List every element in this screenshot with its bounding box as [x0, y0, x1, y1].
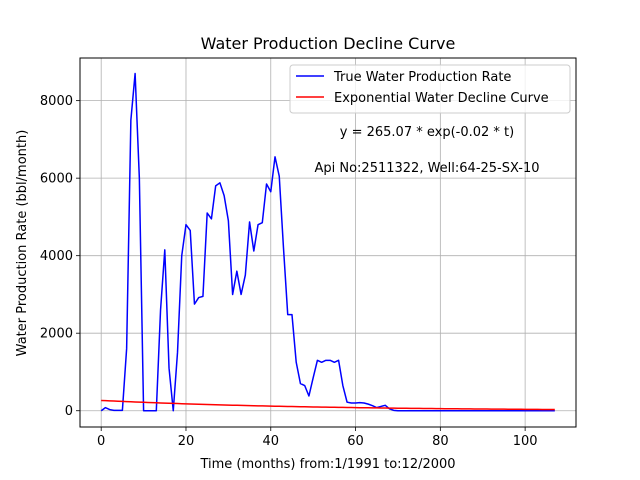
x-axis: 0 20 40 60 80 100: [97, 427, 538, 449]
legend-label-true-rate: True Water Production Rate: [333, 70, 511, 85]
y-tick-label: 6000: [40, 172, 73, 187]
x-tick-label: 40: [262, 434, 279, 449]
x-tick-label: 60: [347, 434, 364, 449]
chart-title: Water Production Decline Curve: [201, 34, 456, 53]
x-tick-label: 100: [513, 434, 538, 449]
y-tick-label: 2000: [40, 327, 73, 342]
x-tick-label: 80: [432, 434, 449, 449]
series-line-true-rate: [100, 72, 555, 412]
y-axis: 0 2000 4000 6000 8000: [40, 94, 80, 419]
y-tick-label: 8000: [40, 94, 73, 109]
plot-series: [100, 72, 555, 412]
legend-box: [289, 64, 571, 114]
equation-annotation: y = 265.07 * exp(-0.02 * t): [340, 125, 514, 140]
x-tick-label: 20: [178, 434, 195, 449]
legend-label-exp-curve: Exponential Water Decline Curve: [334, 91, 549, 106]
well-annotation: Api No:2511322, Well:64-25-SX-10: [314, 161, 539, 176]
plot-frame: [79, 57, 577, 428]
x-axis-label: Time (months) from:1/1991 to:12/2000: [199, 457, 455, 472]
x-tick-label: 0: [97, 434, 105, 449]
series-line-exp-curve: [101, 399, 555, 411]
legend: True Water Production Rate Exponential W…: [289, 64, 571, 114]
y-axis-label: Water Production Rate (bbl/month): [15, 130, 30, 357]
y-tick-label: 0: [65, 404, 73, 419]
y-tick-label: 4000: [40, 249, 73, 264]
